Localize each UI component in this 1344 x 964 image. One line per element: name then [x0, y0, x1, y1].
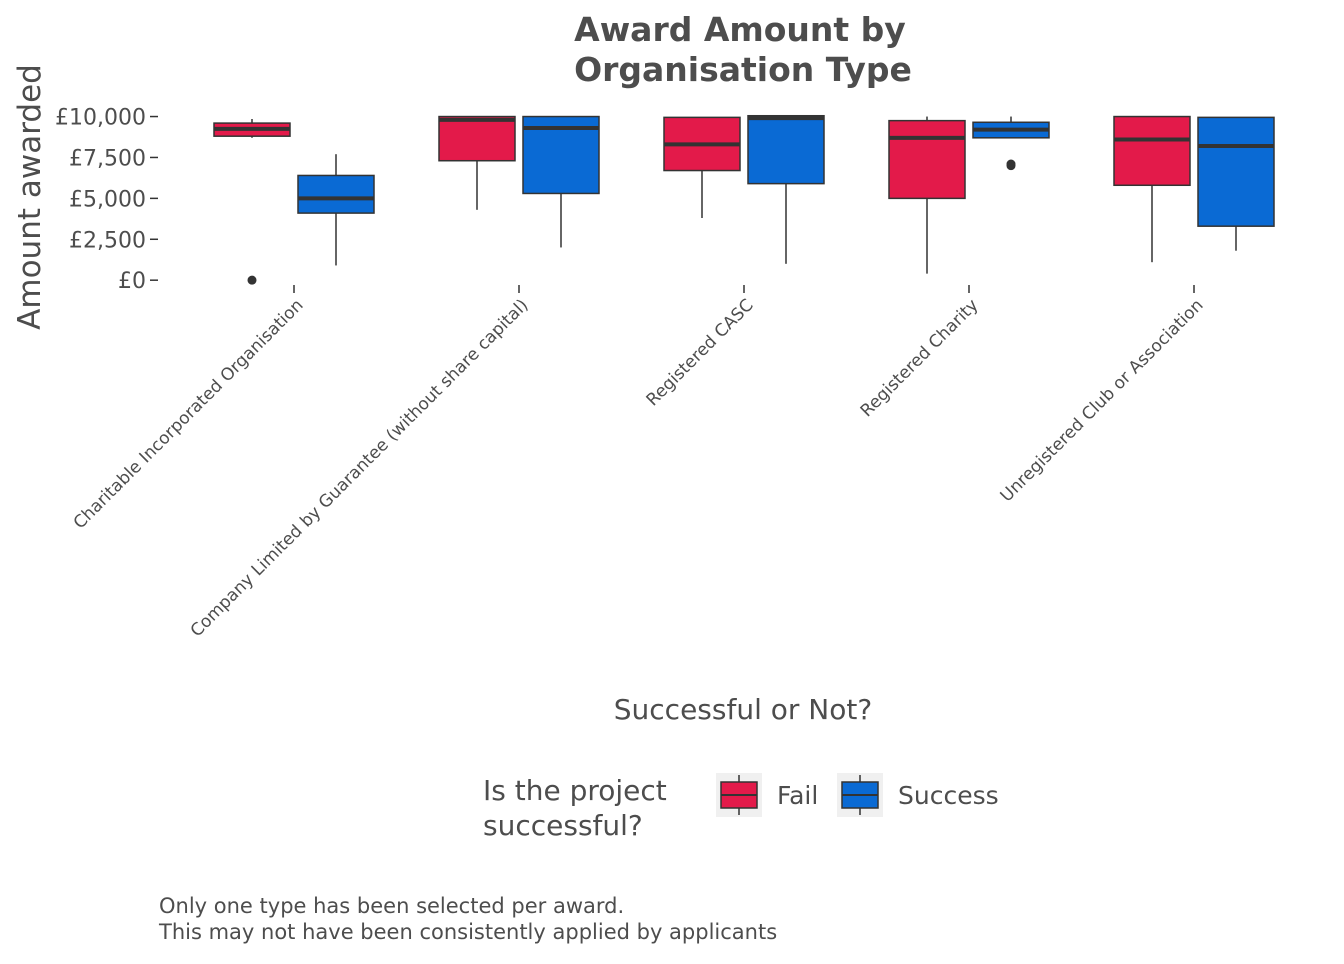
box-body: [1113, 115, 1191, 187]
y-axis-label: Amount awarded: [12, 64, 48, 330]
x-tick-label: Registered Charity: [857, 295, 983, 421]
box-fail-3: [888, 116, 966, 274]
box-body: [1197, 116, 1275, 227]
box-fail-4: [1113, 115, 1191, 263]
x-axis-ticks: Charitable Incorporated OrganisationComp…: [70, 285, 1208, 641]
caption-line-1: Only one type has been selected per awar…: [159, 894, 624, 918]
box-success-2: [747, 114, 825, 264]
y-tick-label: £7,500: [69, 146, 146, 171]
legend: Is the project successful? Fail Success: [483, 773, 999, 842]
box-fail-2: [663, 116, 741, 218]
legend-key-success: [837, 773, 883, 817]
box-fail-0: [213, 119, 291, 285]
legend-key-fail: [716, 773, 762, 817]
box-plot-marks: [213, 114, 1275, 285]
legend-label-fail: Fail: [777, 781, 818, 810]
legend-keys: Fail Success: [716, 773, 999, 817]
box-fail-1: [438, 115, 516, 210]
box-success-3: [972, 116, 1050, 171]
x-tick-label: Company Limited by Guarantee (without sh…: [187, 295, 533, 641]
chart-title-line-2: Organisation Type: [574, 50, 912, 89]
x-tick-label: Unregistered Club or Association: [997, 295, 1208, 506]
y-tick-label: £10,000: [55, 106, 146, 131]
box-body: [747, 114, 825, 185]
box-body: [888, 119, 966, 200]
legend-title-line-1: Is the project: [483, 774, 667, 807]
chart-title-line-1: Award Amount by: [574, 10, 906, 49]
outlier-point: [247, 275, 257, 285]
x-tick-label: Charitable Incorporated Organisation: [70, 295, 308, 533]
x-axis-label: Successful or Not?: [614, 693, 872, 726]
y-tick-label: £2,500: [69, 228, 146, 253]
outlier-point: [1006, 159, 1016, 169]
box-success-4: [1197, 116, 1275, 251]
box-body: [297, 174, 375, 214]
box-body: [438, 115, 516, 162]
legend-label-success: Success: [898, 781, 999, 810]
y-tick-label: £5,000: [69, 187, 146, 212]
y-axis-ticks: £0 £2,500 £5,000 £7,500 £10,000: [55, 106, 158, 294]
box-success-1: [522, 115, 600, 248]
y-tick-label: £0: [118, 269, 146, 294]
caption-line-2: This may not have been consistently appl…: [158, 920, 777, 944]
box-success-0: [297, 154, 375, 266]
x-tick-label: Registered CASC: [643, 295, 758, 410]
legend-title-line-2: successful?: [483, 809, 643, 842]
